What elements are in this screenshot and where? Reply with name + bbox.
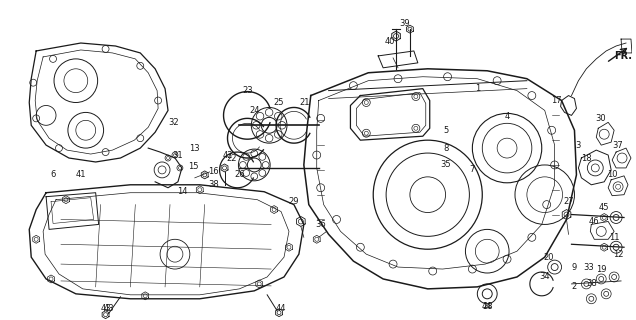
Text: 25: 25 (274, 98, 284, 107)
Text: 14: 14 (177, 187, 187, 196)
Text: 9: 9 (572, 263, 577, 272)
Text: 38: 38 (208, 180, 219, 189)
Text: 28: 28 (482, 302, 492, 311)
Text: 34: 34 (539, 272, 550, 282)
Text: 15: 15 (188, 163, 199, 172)
Text: 7: 7 (469, 165, 475, 174)
Text: 2: 2 (572, 282, 577, 292)
Text: 30: 30 (595, 114, 605, 123)
Text: 12: 12 (613, 250, 623, 259)
Text: 43: 43 (103, 304, 114, 313)
Text: 40: 40 (385, 36, 396, 45)
Text: 44: 44 (276, 304, 286, 313)
Text: 22: 22 (226, 154, 237, 163)
Text: 38: 38 (586, 279, 597, 288)
Text: 13: 13 (190, 144, 200, 153)
Text: 24: 24 (249, 106, 259, 115)
Text: 36: 36 (315, 220, 326, 229)
Text: 20: 20 (543, 253, 554, 262)
Text: 46: 46 (589, 217, 600, 226)
Text: 17: 17 (551, 96, 562, 105)
Text: 33: 33 (583, 263, 594, 272)
Text: 23: 23 (242, 86, 252, 95)
Text: 43: 43 (100, 304, 111, 313)
Text: 6: 6 (50, 170, 56, 180)
Text: 41: 41 (76, 170, 86, 180)
Text: FR.: FR. (614, 51, 632, 61)
Text: 4: 4 (504, 112, 509, 121)
Text: 3: 3 (576, 140, 581, 150)
Text: 27: 27 (563, 197, 574, 206)
Text: 19: 19 (596, 265, 607, 274)
Text: 39: 39 (399, 19, 410, 28)
Text: 29: 29 (289, 197, 299, 206)
Text: 35: 35 (440, 160, 451, 170)
Text: 18: 18 (581, 154, 591, 163)
Text: 10: 10 (607, 170, 618, 180)
Text: 32: 32 (169, 118, 179, 127)
Text: 21: 21 (300, 98, 310, 107)
Text: 16: 16 (209, 167, 219, 176)
Text: 1: 1 (474, 84, 480, 93)
Text: 31: 31 (172, 150, 183, 160)
Text: 37: 37 (612, 140, 623, 150)
Text: 8: 8 (443, 144, 448, 153)
Text: 11: 11 (609, 233, 619, 242)
Text: 44: 44 (482, 302, 492, 311)
Text: 45: 45 (599, 203, 609, 212)
Text: 5: 5 (443, 126, 448, 135)
Text: 26: 26 (234, 170, 245, 180)
Text: 42: 42 (222, 150, 233, 160)
